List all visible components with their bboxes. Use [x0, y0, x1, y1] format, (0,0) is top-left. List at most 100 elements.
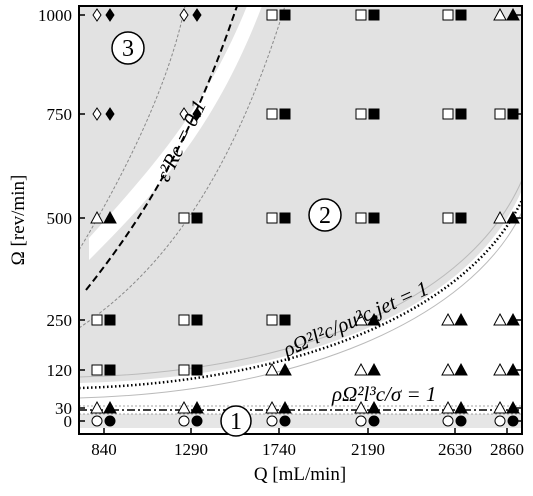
x-tick-label-1290: 1290 — [174, 440, 208, 459]
marker-square-open-2190-500 — [355, 212, 367, 224]
x-tick-label-2860: 2860 — [490, 440, 524, 459]
marker-circle-open-1290-0 — [178, 415, 190, 427]
curve-thin-right — [78, 5, 286, 329]
x-tick-label-2630: 2630 — [438, 440, 472, 459]
marker-diamond-filled-840-1000 — [105, 8, 115, 22]
x-tick-label-1740: 1740 — [262, 440, 296, 459]
marker-triangle-filled-1740-120 — [278, 362, 292, 376]
marker-triangle-open-1740-120 — [265, 362, 279, 376]
marker-circle-filled-1740-0 — [279, 415, 291, 427]
y-tick-label-1000: 1000 — [38, 6, 72, 25]
marker-square-open-1740-1000 — [266, 9, 278, 21]
marker-triangle-filled-2630-30 — [454, 400, 468, 414]
marker-square-filled-2630-1000 — [455, 9, 467, 21]
marker-square-open-2630-750 — [442, 108, 454, 120]
marker-square-open-1740-500 — [266, 212, 278, 224]
y-tick-label-120: 120 — [47, 361, 73, 380]
plot-frame — [78, 5, 523, 435]
marker-triangle-open-2860-250 — [493, 312, 507, 326]
marker-triangle-filled-1740-30 — [278, 400, 292, 414]
svg-text:1: 1 — [230, 409, 242, 435]
marker-square-open-2190-750 — [355, 108, 367, 120]
marker-triangle-open-2190-30 — [354, 400, 368, 414]
marker-square-filled-2630-500 — [455, 212, 467, 224]
marker-square-filled-1740-250 — [279, 314, 291, 326]
curve-epsilon-re — [85, 5, 238, 291]
marker-triangle-open-1290-30 — [177, 400, 191, 414]
marker-circle-filled-2190-0 — [368, 415, 380, 427]
marker-triangle-open-840-30 — [90, 400, 104, 414]
marker-square-filled-1740-1000 — [279, 9, 291, 21]
marker-square-open-2860-750 — [494, 108, 506, 120]
marker-triangle-filled-840-30 — [103, 400, 117, 414]
y-tick-label-750: 750 — [47, 105, 73, 124]
curve-dotted — [78, 199, 524, 390]
marker-diamond-open-1290-1000 — [179, 8, 189, 22]
y-tick-label-250: 250 — [47, 311, 73, 330]
marker-diamond-filled-1290-750 — [192, 107, 202, 121]
x-tick-label-2190: 2190 — [351, 440, 385, 459]
marker-square-filled-840-120 — [104, 364, 116, 376]
marker-triangle-filled-2630-120 — [454, 362, 468, 376]
region-label-1: 1 — [220, 405, 252, 437]
marker-triangle-open-2630-250 — [441, 312, 455, 326]
marker-square-open-2630-500 — [442, 212, 454, 224]
marker-diamond-open-1290-750 — [179, 107, 189, 121]
marker-square-open-1740-750 — [266, 108, 278, 120]
marker-square-filled-2190-1000 — [368, 9, 380, 21]
marker-circle-filled-840-0 — [104, 415, 116, 427]
y-axis-label: Ω [rev/min] — [8, 175, 29, 266]
x-axis-label: Q [mL/min] — [254, 464, 346, 485]
region-label-3: 3 — [111, 31, 145, 65]
x-tick-label-840: 840 — [91, 440, 117, 459]
marker-triangle-filled-1290-30 — [190, 400, 204, 414]
curve-gray-band-lower — [78, 211, 523, 399]
marker-square-open-840-250 — [91, 314, 103, 326]
marker-triangle-filled-2190-250 — [367, 312, 381, 326]
y-tick-label-30: 30 — [55, 399, 72, 418]
annotation-rho-omega-sigma: ρΩ²l³c/σ = 1 — [331, 382, 436, 406]
marker-diamond-open-840-1000 — [92, 8, 102, 22]
marker-triangle-filled-840-500 — [103, 210, 117, 224]
region-2-shading — [79, 6, 522, 383]
marker-triangle-open-2190-120 — [354, 362, 368, 376]
region-1-shading — [79, 414, 522, 428]
marker-square-open-1290-500 — [178, 212, 190, 224]
y-axis-ticks: 030 120 250 500 750 1000 — [38, 6, 522, 431]
marker-circle-open-840-0 — [91, 415, 103, 427]
marker-circle-open-2630-0 — [442, 415, 454, 427]
marker-triangle-filled-2630-250 — [454, 312, 468, 326]
marker-circle-open-2860-0 — [494, 415, 506, 427]
marker-square-open-1290-120 — [178, 364, 190, 376]
region-label-2: 2 — [308, 198, 342, 232]
marker-triangle-open-2860-500 — [493, 210, 507, 224]
marker-square-filled-2190-750 — [368, 108, 380, 120]
marker-triangle-filled-2190-30 — [367, 400, 381, 414]
marker-triangle-filled-2190-120 — [367, 362, 381, 376]
marker-triangle-open-1740-30 — [265, 400, 279, 414]
marker-triangle-open-2190-250 — [354, 312, 368, 326]
marker-diamond-filled-1290-1000 — [192, 8, 202, 22]
marker-square-filled-1740-750 — [279, 108, 291, 120]
marker-square-open-2630-1000 — [442, 9, 454, 21]
marker-square-open-1290-250 — [178, 314, 190, 326]
marker-square-filled-840-250 — [104, 314, 116, 326]
data-markers — [90, 7, 520, 427]
marker-triangle-open-2860-1000 — [493, 7, 507, 21]
region-white-band — [89, 6, 262, 260]
marker-circle-open-1740-0 — [266, 415, 278, 427]
marker-square-filled-1290-120 — [191, 364, 203, 376]
marker-square-filled-2630-750 — [455, 108, 467, 120]
marker-diamond-open-840-750 — [92, 107, 102, 121]
y-tick-label-500: 500 — [47, 209, 73, 228]
marker-circle-filled-1290-0 — [191, 415, 203, 427]
marker-square-filled-1290-500 — [191, 212, 203, 224]
marker-square-open-840-120 — [91, 364, 103, 376]
marker-triangle-open-840-500 — [90, 210, 104, 224]
marker-triangle-open-2860-30 — [493, 400, 507, 414]
svg-text:3: 3 — [122, 36, 134, 62]
marker-square-filled-1290-250 — [191, 314, 203, 326]
marker-square-open-2190-1000 — [355, 9, 367, 21]
marker-triangle-open-2630-120 — [441, 362, 455, 376]
